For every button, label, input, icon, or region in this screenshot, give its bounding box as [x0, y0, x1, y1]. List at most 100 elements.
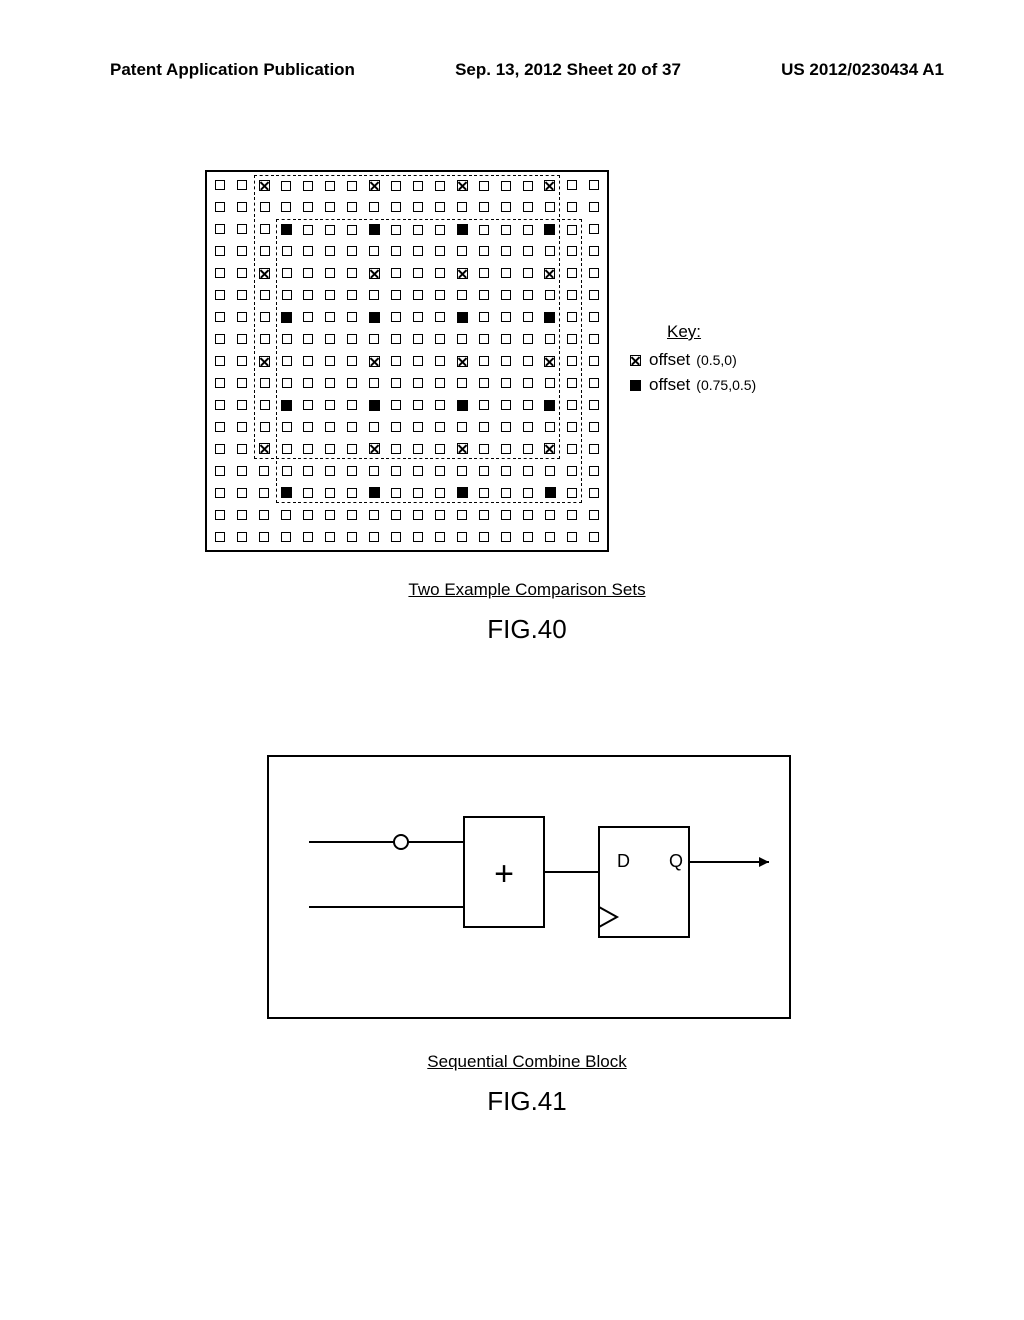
grid-cell	[452, 219, 472, 239]
grid-cell	[562, 285, 582, 305]
grid-cell	[276, 241, 296, 261]
grid-cell	[408, 461, 428, 481]
grid-cell	[540, 461, 560, 481]
grid-cell	[276, 373, 296, 393]
grid-cell	[496, 395, 516, 415]
grid-cell	[342, 505, 362, 525]
grid-cell	[320, 285, 340, 305]
grid-cell	[386, 483, 406, 503]
key-f-icon	[629, 379, 641, 391]
grid-cell	[210, 263, 230, 283]
fig40-grid	[210, 175, 604, 547]
grid-cell	[210, 241, 230, 261]
grid-cell	[496, 505, 516, 525]
grid-cell	[408, 219, 428, 239]
grid-cell	[540, 417, 560, 437]
grid-cell	[452, 461, 472, 481]
grid-cell	[320, 329, 340, 349]
grid-cell	[210, 219, 230, 239]
grid-cell	[496, 219, 516, 239]
key-title: Key:	[667, 322, 756, 342]
grid-cell	[584, 527, 604, 547]
grid-cell	[540, 329, 560, 349]
grid-cell	[452, 197, 472, 217]
grid-cell	[364, 417, 384, 437]
grid-cell	[540, 373, 560, 393]
grid-cell	[584, 461, 604, 481]
grid-cell	[276, 395, 296, 415]
grid-cell	[430, 219, 450, 239]
grid-cell	[364, 461, 384, 481]
grid-cell	[276, 263, 296, 283]
fig40: Key: offset (0.5,0) offset (0.75,0.5)	[110, 170, 944, 552]
grid-cell	[430, 417, 450, 437]
grid-cell	[518, 263, 538, 283]
grid-cell	[452, 395, 472, 415]
grid-cell	[562, 483, 582, 503]
grid-cell	[386, 241, 406, 261]
grid-cell	[540, 527, 560, 547]
grid-cell	[276, 439, 296, 459]
grid-cell	[298, 329, 318, 349]
grid-cell	[474, 263, 494, 283]
grid-cell	[364, 351, 384, 371]
grid-cell	[232, 241, 252, 261]
grid-cell	[452, 439, 472, 459]
grid-cell	[298, 483, 318, 503]
grid-cell	[232, 373, 252, 393]
grid-cell	[232, 285, 252, 305]
grid-cell	[562, 197, 582, 217]
grid-cell	[210, 373, 230, 393]
grid-cell	[408, 439, 428, 459]
grid-cell	[408, 175, 428, 195]
grid-cell	[584, 505, 604, 525]
grid-cell	[386, 329, 406, 349]
grid-cell	[518, 219, 538, 239]
grid-cell	[518, 241, 538, 261]
grid-cell	[584, 483, 604, 503]
grid-cell	[584, 263, 604, 283]
grid-cell	[452, 241, 472, 261]
grid-cell	[364, 505, 384, 525]
grid-cell	[342, 241, 362, 261]
grid-cell	[320, 439, 340, 459]
grid-cell	[232, 197, 252, 217]
grid-cell	[430, 175, 450, 195]
grid-cell	[540, 505, 560, 525]
grid-cell	[342, 461, 362, 481]
grid-cell	[342, 307, 362, 327]
grid-cell	[562, 241, 582, 261]
grid-cell	[320, 197, 340, 217]
grid-cell	[452, 505, 472, 525]
grid-cell	[518, 417, 538, 437]
grid-cell	[364, 175, 384, 195]
grid-cell	[496, 307, 516, 327]
grid-cell	[518, 329, 538, 349]
grid-cell	[430, 263, 450, 283]
grid-cell	[386, 439, 406, 459]
grid-cell	[584, 219, 604, 239]
grid-cell	[210, 461, 230, 481]
grid-cell	[562, 373, 582, 393]
fig40-key: Key: offset (0.5,0) offset (0.75,0.5)	[629, 322, 756, 400]
grid-cell	[232, 483, 252, 503]
grid-cell	[474, 219, 494, 239]
grid-cell	[320, 263, 340, 283]
grid-cell	[452, 175, 472, 195]
grid-cell	[540, 197, 560, 217]
grid-cell	[474, 285, 494, 305]
grid-cell	[430, 285, 450, 305]
grid-cell	[452, 527, 472, 547]
grid-cell	[408, 395, 428, 415]
grid-cell	[496, 241, 516, 261]
grid-cell	[298, 241, 318, 261]
grid-cell	[386, 285, 406, 305]
header-center: Sep. 13, 2012 Sheet 20 of 37	[455, 60, 681, 80]
grid-cell	[298, 439, 318, 459]
grid-cell	[364, 241, 384, 261]
grid-cell	[342, 527, 362, 547]
grid-cell	[320, 395, 340, 415]
grid-cell	[210, 395, 230, 415]
grid-cell	[276, 307, 296, 327]
grid-cell	[232, 527, 252, 547]
